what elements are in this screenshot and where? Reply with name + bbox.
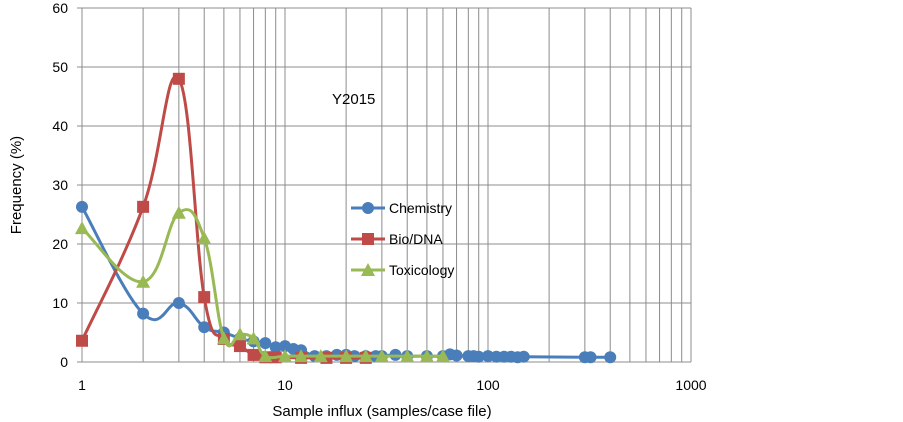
y-tick-label: 60	[52, 0, 68, 16]
y-tick-label: 40	[52, 118, 68, 134]
x-tick-label: 100	[476, 377, 500, 393]
data-point-bio-dna	[172, 72, 185, 85]
data-point-toxicology	[435, 349, 450, 363]
data-point-chemistry	[137, 307, 150, 320]
y-tick-label: 20	[52, 236, 68, 252]
legend-label-chemistry: Chemistry	[389, 200, 452, 216]
y-tick-label: 0	[60, 354, 68, 370]
data-point-bio-dna	[198, 291, 211, 304]
legend-item-bio-dna: Bio/DNA	[351, 231, 443, 247]
y-tick-label: 50	[52, 59, 68, 75]
data-point-toxicology	[197, 231, 212, 245]
data-point-chemistry	[517, 350, 530, 363]
x-tick-label: 1	[78, 377, 86, 393]
data-point-toxicology	[136, 274, 151, 288]
legend-item-toxicology: Toxicology	[351, 262, 454, 278]
data-point-toxicology	[258, 349, 273, 363]
data-point-chemistry	[172, 297, 185, 309]
legend-marker-chemistry	[362, 202, 374, 214]
data-point-toxicology	[339, 349, 354, 363]
data-point-toxicology	[246, 331, 261, 345]
data-point-chemistry	[198, 321, 211, 334]
y-tick-label: 30	[52, 177, 68, 193]
data-point-chemistry	[450, 349, 463, 362]
data-point-toxicology	[419, 349, 434, 363]
data-point-chemistry	[269, 341, 282, 354]
data-point-toxicology	[294, 349, 309, 363]
legend-marker-toxicology	[361, 263, 375, 276]
data-point-chemistry	[259, 337, 272, 350]
y-axis-title: Frequency (%)	[8, 136, 25, 234]
x-axis-title: Sample influx (samples/case file)	[272, 403, 491, 420]
series-area	[75, 72, 617, 364]
chart-annotation: Y2015	[332, 91, 375, 108]
data-point-toxicology	[313, 349, 328, 363]
data-point-toxicology	[278, 349, 292, 363]
grid	[81, 7, 692, 362]
axes: 0 10 20 30 40 50 60 1 10 100 1000	[52, 0, 706, 393]
legend: Chemistry Bio/DNA Toxicology	[351, 200, 454, 278]
data-point-bio-dna	[233, 340, 246, 353]
y-tick-label: 10	[52, 295, 68, 311]
data-point-bio-dna	[76, 334, 88, 347]
x-tick-label: 1000	[675, 377, 706, 393]
data-point-chemistry	[472, 350, 485, 363]
data-point-chemistry	[604, 351, 617, 364]
data-point-toxicology	[374, 349, 389, 363]
x-tick-label: 10	[277, 377, 293, 393]
data-point-toxicology	[400, 349, 415, 363]
data-point-chemistry	[76, 200, 88, 213]
legend-item-chemistry: Chemistry	[351, 200, 452, 216]
data-point-toxicology	[171, 205, 186, 219]
data-point-chemistry	[584, 351, 597, 364]
data-point-toxicology	[75, 221, 89, 235]
data-point-bio-dna	[137, 200, 150, 213]
data-point-toxicology	[358, 349, 373, 363]
legend-label-toxicology: Toxicology	[389, 262, 454, 278]
legend-label-bio-dna: Bio/DNA	[389, 231, 443, 247]
data-point-bio-dna	[247, 348, 260, 361]
legend-marker-bio-dna	[362, 233, 374, 245]
data-point-toxicology	[232, 327, 247, 341]
series-toxicology	[75, 205, 450, 363]
data-point-toxicology	[216, 331, 231, 345]
